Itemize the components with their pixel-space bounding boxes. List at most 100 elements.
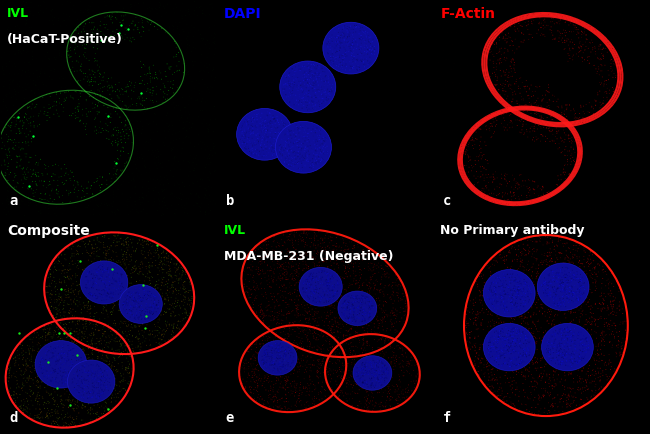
Point [22, 48, 32, 55]
Point [358, 293, 368, 300]
Point [10, 50, 20, 57]
Point [335, 44, 345, 51]
Point [254, 266, 264, 273]
Point [164, 64, 174, 71]
Point [242, 145, 252, 152]
Point [83, 362, 94, 369]
Point [510, 274, 520, 281]
Point [274, 396, 284, 403]
Point [547, 340, 557, 347]
Point [295, 142, 306, 149]
Point [34, 2, 44, 9]
Point [94, 266, 104, 273]
Point [104, 235, 114, 242]
Point [1, 104, 12, 111]
Point [346, 339, 357, 346]
Point [5, 148, 15, 155]
Point [610, 322, 621, 329]
Point [309, 80, 320, 87]
Point [568, 316, 578, 323]
Point [134, 331, 144, 338]
Point [41, 368, 51, 375]
Point [620, 326, 630, 333]
Point [28, 77, 38, 84]
Point [111, 88, 121, 95]
Point [519, 282, 529, 289]
Point [594, 300, 604, 307]
Point [305, 271, 315, 278]
Point [163, 258, 174, 265]
Point [458, 75, 468, 82]
Point [85, 371, 96, 378]
Point [306, 270, 316, 276]
Point [86, 182, 97, 189]
Point [107, 74, 117, 81]
Point [558, 278, 569, 285]
Point [548, 268, 558, 275]
Point [23, 49, 34, 56]
Point [444, 111, 454, 118]
Point [369, 45, 380, 52]
Point [335, 344, 345, 351]
Point [522, 299, 532, 306]
Point [156, 332, 166, 339]
Point [21, 349, 31, 356]
Point [261, 137, 271, 144]
Point [169, 105, 179, 112]
Point [129, 174, 139, 181]
Point [456, 26, 466, 33]
Point [248, 125, 258, 132]
Point [119, 308, 129, 315]
Point [85, 313, 96, 320]
Point [460, 162, 470, 169]
Point [136, 247, 147, 254]
Point [575, 276, 585, 283]
Point [28, 334, 38, 341]
Point [500, 339, 511, 346]
Point [362, 255, 372, 262]
Point [185, 302, 195, 309]
Point [36, 210, 46, 217]
Point [556, 328, 567, 335]
Point [556, 36, 567, 43]
Point [211, 41, 221, 48]
Point [346, 309, 356, 316]
Point [558, 127, 569, 134]
Point [566, 135, 576, 142]
Point [288, 149, 298, 156]
Point [261, 152, 272, 159]
Point [326, 55, 336, 62]
Point [262, 377, 272, 384]
Point [357, 61, 367, 68]
Point [493, 20, 503, 27]
Point [120, 299, 131, 306]
Point [108, 366, 118, 373]
Point [506, 107, 517, 114]
Point [545, 110, 555, 117]
Point [562, 327, 572, 334]
Point [308, 274, 318, 281]
Point [643, 204, 650, 211]
Point [266, 304, 276, 311]
Point [103, 34, 113, 41]
Point [127, 311, 137, 318]
Point [478, 287, 488, 294]
Point [115, 33, 125, 39]
Point [130, 289, 140, 296]
Point [269, 365, 280, 372]
Point [297, 320, 307, 327]
Point [554, 250, 565, 256]
Point [346, 49, 356, 56]
Point [510, 299, 521, 306]
Point [563, 275, 573, 282]
Point [454, 3, 464, 10]
Point [522, 13, 532, 20]
Point [309, 334, 319, 341]
Point [608, 118, 618, 125]
Point [116, 136, 127, 143]
Point [458, 1, 469, 8]
Point [62, 424, 72, 431]
Point [332, 319, 343, 326]
Point [55, 23, 66, 30]
Point [281, 161, 292, 168]
